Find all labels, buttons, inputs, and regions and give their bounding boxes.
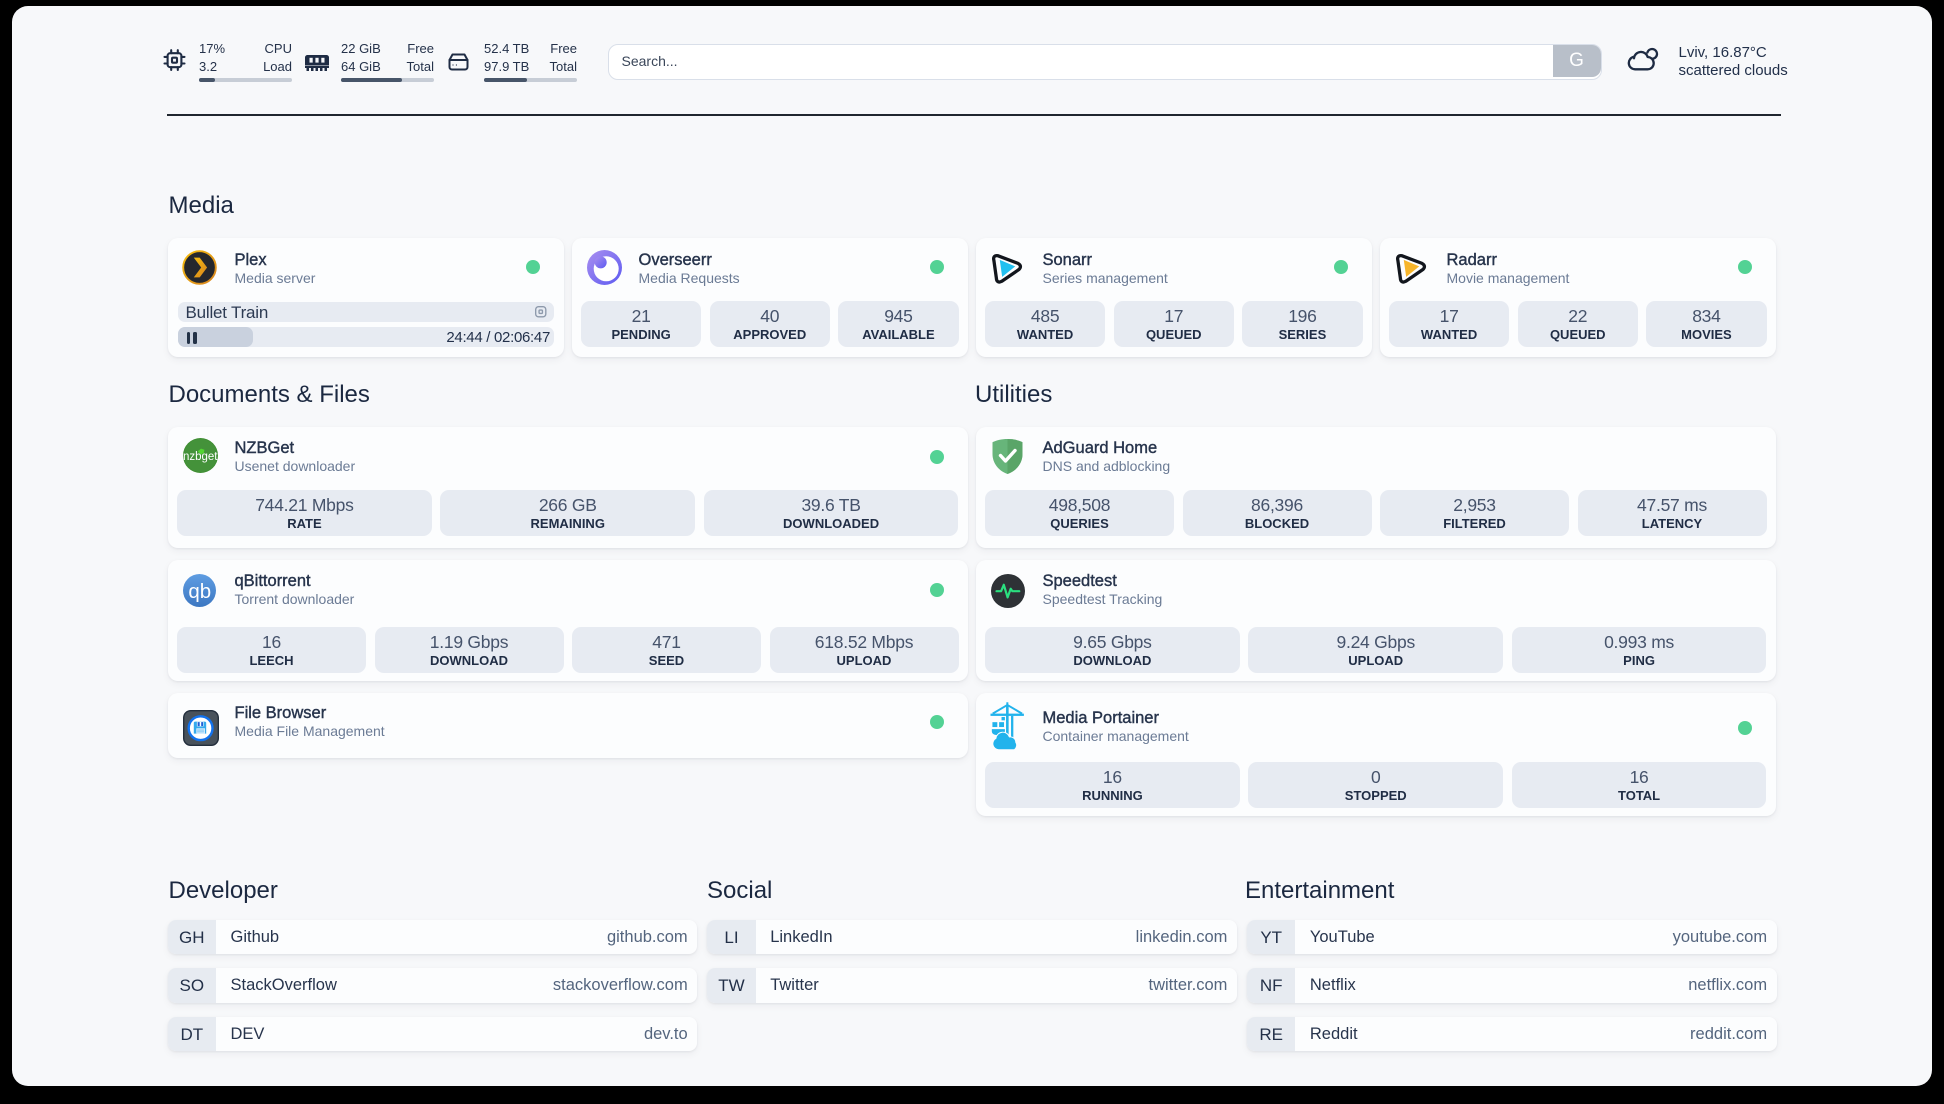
svg-text:nzbget: nzbget <box>183 451 218 463</box>
svg-text:qb: qb <box>188 580 211 603</box>
